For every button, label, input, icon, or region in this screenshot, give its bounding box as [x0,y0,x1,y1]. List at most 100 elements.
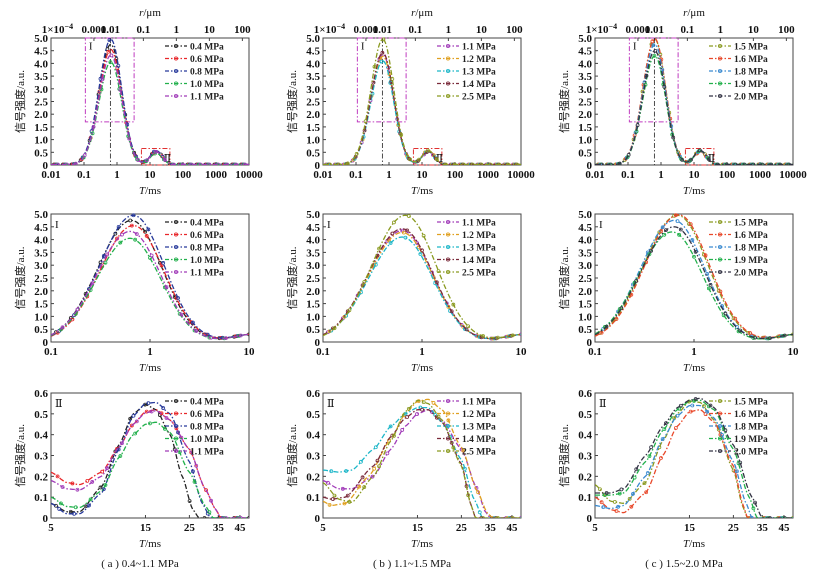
data-point [671,135,676,140]
data-point [60,325,65,330]
panel-a-top: 00.51.01.52.02.53.03.54.04.55.0 0.01 0.1 1 1… [13,7,263,197]
data-point [693,397,698,401]
y-axis-label: 信号强度/a.u. [13,70,27,133]
top-tick-label: 1 [446,24,452,36]
legend-label: 1.6 MPa [734,410,768,420]
data-point [640,89,645,94]
legend-label: 1.8 MPa [734,423,768,433]
y-tick-label: 4.5 [578,46,592,58]
legend-marker [173,423,178,428]
data-point [600,162,604,165]
top-axis-label: r/μm [411,7,433,19]
data-point [617,161,622,165]
data-point [381,37,386,42]
data-point [134,232,139,236]
legend-label: 1.1 MPa [190,448,224,458]
data-point [161,260,166,265]
legend-marker [445,56,450,61]
data-point [748,516,752,518]
y-tick-label: 4.5 [306,46,320,58]
legend-label: 1.3 MPa [462,68,496,78]
data-point [434,280,439,285]
series-line-2.5-MPa [323,214,521,339]
legend-marker [718,56,723,61]
y-tick-label: 4.5 [306,222,320,234]
data-point [332,493,337,498]
legend-marker [173,232,178,237]
region-I-box [356,37,407,123]
x-tick-label: 10 [417,169,429,181]
data-point [70,481,75,486]
legend-marker [718,244,723,249]
x-tick-label: 100 [719,169,736,181]
data-point [778,162,783,165]
top-tick-label: 100 [778,24,795,36]
data-point [345,161,350,165]
legend-marker [445,244,450,249]
data-point [222,516,227,518]
legend-marker [173,69,178,74]
data-point [650,39,655,44]
legend-label: 1.9 MPa [734,435,768,445]
legend-label: 1.8 MPa [734,244,768,254]
top-tick-label: 0.1 [681,24,695,36]
legend: 1.5 MPa 1.6 MPa 1.8 MPa 1.9 MPa 2.0 MPa [709,398,768,458]
data-point [209,498,213,503]
data-point [662,84,667,89]
x-tick-label: 0.01 [585,169,604,181]
subfigure-caption: ( b ) 1.1~1.5 MPa [373,558,451,570]
y-axis-label: 信号强度/a.u. [557,70,571,133]
data-point [82,153,87,158]
panel-c-mid: 00.51.01.52.02.53.03.54.04.55.0 0.1 1 10 T/m… [557,209,799,374]
data-point [461,448,466,453]
data-point [642,481,647,486]
data-point [388,241,393,245]
data-point [336,162,341,165]
data-point [416,245,421,250]
legend-label: 0.8 MPa [190,423,224,433]
y-tick-label: 5.0 [34,209,48,221]
legend-label: 0.4 MPa [190,219,224,229]
data-point [664,421,668,426]
legend-marker [445,94,450,99]
x-axis-label: T/ms [411,185,433,197]
data-point [209,335,213,340]
y-tick-label: 0.5 [34,147,48,159]
region-I-label: I [89,40,93,52]
data-point [662,232,667,237]
x-tick-label: 45 [506,522,518,534]
data-point [718,289,723,294]
y-axis-label: 信号强度/a.u. [557,424,571,487]
data-point [723,428,728,432]
data-point [481,334,485,338]
data-point [164,285,169,290]
y-tick-label: 0.4 [578,430,592,442]
series-line-1.2-MPa [323,398,521,518]
legend-marker [718,448,723,453]
y-tick-label: 2.5 [306,273,320,285]
data-point [506,162,511,165]
y-tick-label: 0 [587,337,593,349]
data-point [724,162,729,165]
legend-label: 0.8 MPa [190,68,224,78]
y-tick-label: 3.5 [306,71,320,83]
data-point [225,162,230,165]
data-point [510,516,515,518]
top-tick-label: 0.001 [354,24,379,36]
data-point [746,516,751,518]
data-point [693,249,698,254]
y-tick-label: 1.0 [306,311,320,323]
legend-label: 1.2 MPa [462,231,496,241]
data-point [330,497,335,501]
data-point [462,466,467,471]
y-tick-label: 0.5 [578,147,592,159]
y-tick-label: 2.0 [578,109,592,121]
data-point [399,132,404,137]
legend-marker [445,398,450,403]
series-line-1.6-MPa [595,409,793,518]
data-point [627,496,632,501]
data-point [347,500,352,504]
data-point [491,516,495,518]
data-point [120,232,124,237]
data-point [782,516,787,518]
